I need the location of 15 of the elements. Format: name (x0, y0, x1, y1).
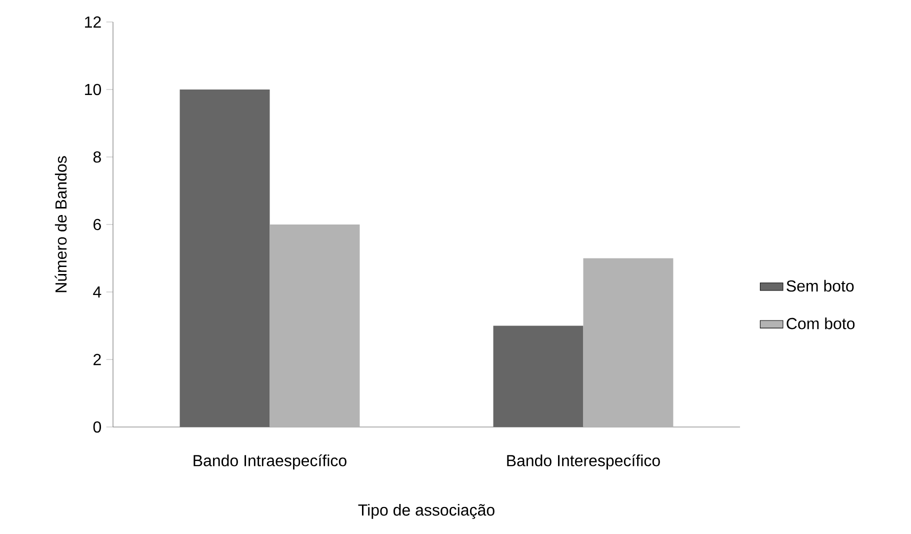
legend-label: Sem boto (786, 280, 854, 292)
y-tick-label: 10 (85, 84, 102, 96)
y-axis-title: Número de Bandos (54, 156, 67, 292)
y-tick-label: 0 (93, 421, 102, 433)
legend-label: Com boto (786, 317, 855, 330)
y-tick-label: 2 (94, 354, 101, 366)
bar (583, 258, 674, 427)
x-tick-label: Bando Interespecífico (507, 454, 660, 470)
x-axis-title: Tipo de associação (358, 504, 494, 519)
y-tick-label: 12 (85, 16, 101, 28)
y-tick-label: 8 (93, 151, 101, 163)
y-tick-label: 4 (93, 286, 102, 298)
x-tick-label: Bando Intraespecífico (194, 454, 346, 470)
y-tick-label: 6 (94, 218, 101, 230)
bar (270, 224, 360, 427)
